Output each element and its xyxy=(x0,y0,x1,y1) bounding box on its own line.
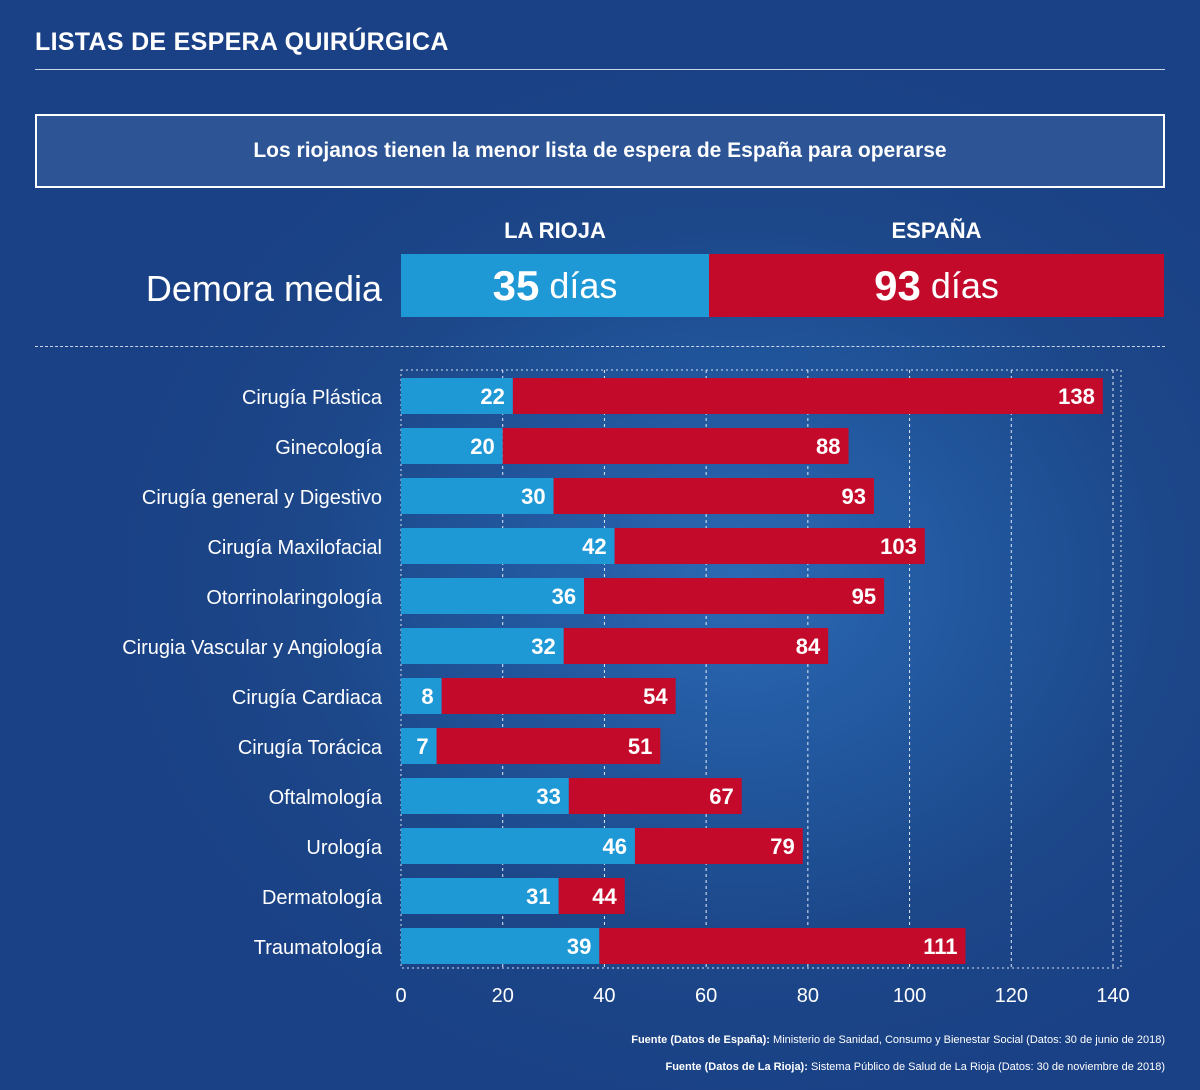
value-label-rioja-6: 8 xyxy=(421,684,433,709)
bar-espana-1 xyxy=(502,428,849,464)
source-espana: Fuente (Datos de España): Ministerio de … xyxy=(631,1034,1165,1046)
main-title: LISTAS DE ESPERA QUIRÚRGICA xyxy=(35,28,449,56)
value-label-espana-4: 95 xyxy=(852,584,876,609)
bar-rioja-8 xyxy=(401,778,569,814)
bar-espana-0 xyxy=(512,378,1103,414)
category-label-1: Ginecología xyxy=(275,437,383,459)
value-label-rioja-3: 42 xyxy=(582,534,606,559)
source-rioja-label: Fuente (Datos de La Rioja): xyxy=(665,1061,808,1073)
value-label-espana-11: 111 xyxy=(923,934,957,959)
bar-rioja-4 xyxy=(401,578,585,614)
x-tick-label-100: 100 xyxy=(893,985,926,1007)
category-label-0: Cirugía Plástica xyxy=(242,387,383,409)
bar-rioja-1 xyxy=(401,428,503,464)
bar-espana-7 xyxy=(436,728,661,764)
summary-espana-box: 93 días xyxy=(709,254,1164,317)
summary-espana-unit: días xyxy=(930,264,999,306)
category-label-10: Dermatología xyxy=(262,887,383,909)
value-label-rioja-8: 33 xyxy=(536,784,560,809)
section-divider xyxy=(35,346,1165,347)
category-label-2: Cirugía general y Digestivo xyxy=(142,487,382,509)
headline-box: Los riojanos tienen la menor lista de es… xyxy=(35,114,1165,188)
x-tick-label-120: 120 xyxy=(995,985,1028,1007)
bar-rioja-3 xyxy=(401,528,615,564)
value-label-rioja-11: 39 xyxy=(567,934,591,959)
category-label-11: Traumatología xyxy=(254,937,383,959)
bar-espana-5 xyxy=(563,628,829,664)
summary-espana-value: 93 xyxy=(874,261,921,309)
value-label-espana-7: 51 xyxy=(628,734,652,759)
bar-espana-10 xyxy=(558,878,625,914)
bar-rioja-2 xyxy=(401,478,554,514)
bar-rioja-11 xyxy=(401,928,600,964)
value-label-espana-5: 84 xyxy=(796,634,821,659)
value-label-rioja-4: 36 xyxy=(552,584,576,609)
value-label-espana-9: 79 xyxy=(770,834,794,859)
bar-espana-3 xyxy=(614,528,925,564)
source-rioja: Fuente (Datos de La Rioja): Sistema Públ… xyxy=(665,1061,1165,1073)
value-label-espana-2: 93 xyxy=(841,484,865,509)
value-label-espana-8: 67 xyxy=(709,784,733,809)
bar-espana-4 xyxy=(584,578,885,614)
average-delay-label: Demora media xyxy=(145,268,382,309)
value-label-espana-6: 54 xyxy=(643,684,668,709)
bar-espana-8 xyxy=(568,778,742,814)
summary-rioja-unit: días xyxy=(549,264,618,306)
bar-chart: 22 138 Cirugía Plástica 20 88 Ginecología 30 93… xyxy=(122,369,1129,1007)
category-label-8: Oftalmología xyxy=(269,787,383,809)
value-label-espana-1: 88 xyxy=(816,434,840,459)
x-tick-label-20: 20 xyxy=(492,985,514,1007)
source-rioja-text: Sistema Público de Salud de La Rioja (Da… xyxy=(810,1061,1165,1073)
x-tick-label-0: 0 xyxy=(395,985,406,1007)
bar-rioja-0 xyxy=(401,378,513,414)
value-label-espana-10: 44 xyxy=(592,884,617,909)
column-header-espana: ESPAÑA xyxy=(891,218,982,243)
bar-rioja-5 xyxy=(401,628,564,664)
summary-rioja-value: 35 xyxy=(492,261,540,309)
bar-rioja-10 xyxy=(401,878,559,914)
x-tick-label-40: 40 xyxy=(593,985,615,1007)
category-label-9: Urología xyxy=(306,837,382,859)
bar-rioja-6 xyxy=(401,678,442,714)
category-label-5: Cirugia Vascular y Angiología xyxy=(122,637,383,659)
x-tick-label-60: 60 xyxy=(695,985,717,1007)
value-label-rioja-10: 31 xyxy=(526,884,550,909)
x-tick-label-140: 140 xyxy=(1096,985,1129,1007)
value-label-rioja-2: 30 xyxy=(521,484,545,509)
value-label-rioja-9: 46 xyxy=(602,834,626,859)
bar-espana-6 xyxy=(441,678,676,714)
x-tick-label-80: 80 xyxy=(797,985,819,1007)
bar-rioja-9 xyxy=(401,828,635,864)
value-label-rioja-0: 22 xyxy=(480,384,504,409)
category-label-3: Cirugía Maxilofacial xyxy=(207,537,382,559)
value-label-rioja-7: 7 xyxy=(416,734,428,759)
bar-rioja-7 xyxy=(401,728,437,764)
value-label-espana-0: 138 xyxy=(1058,384,1095,409)
title-divider xyxy=(35,69,1165,70)
headline-text: Los riojanos tienen la menor lista de es… xyxy=(253,139,947,162)
bar-espana-9 xyxy=(634,828,803,864)
category-label-6: Cirugía Cardiaca xyxy=(232,687,383,709)
value-label-espana-3: 103 xyxy=(880,534,917,559)
value-label-rioja-1: 20 xyxy=(470,434,494,459)
bar-espana-11 xyxy=(599,928,966,964)
plot-frame xyxy=(400,369,1122,969)
column-header-rioja: LA RIOJA xyxy=(504,218,606,243)
source-espana-label: Fuente (Datos de España): xyxy=(631,1034,770,1046)
bar-espana-2 xyxy=(553,478,874,514)
category-label-7: Cirugía Torácica xyxy=(238,737,383,759)
value-label-rioja-5: 32 xyxy=(531,634,555,659)
category-label-4: Otorrinolaringología xyxy=(206,587,383,609)
source-espana-text: Ministerio de Sanidad, Consumo y Bienest… xyxy=(773,1034,1165,1046)
summary-rioja-box: 35 días xyxy=(401,254,709,317)
